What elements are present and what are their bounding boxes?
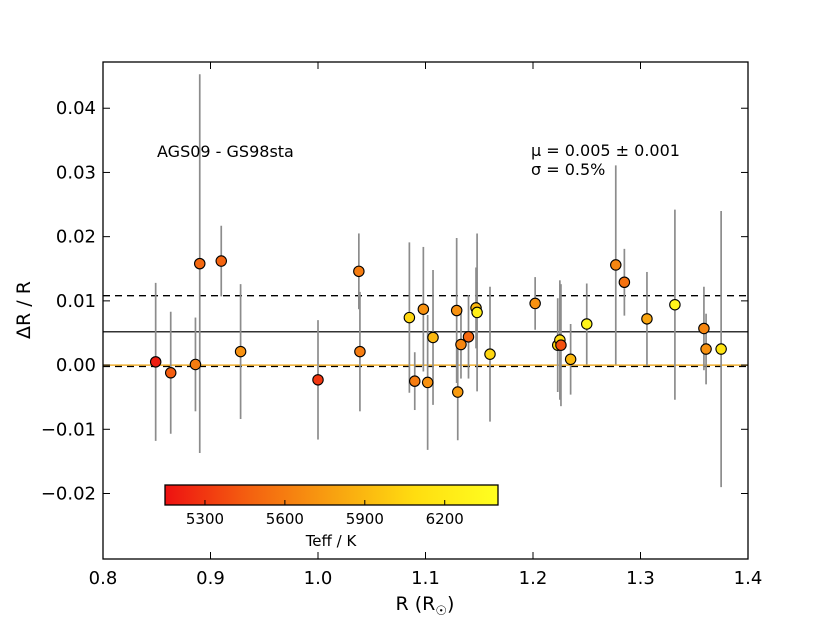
data-point xyxy=(450,304,463,317)
data-point xyxy=(564,353,577,366)
mean-label: μ = 0.005 ± 0.001 xyxy=(531,141,680,160)
y-tick-label: −0.01 xyxy=(41,419,96,440)
x-axis-title-close: ) xyxy=(447,593,454,615)
colorbar: 5300 5600 5900 6200 Teff / K xyxy=(164,484,499,550)
x-tick-label: 1.1 xyxy=(411,568,440,589)
colorbar-tick-label: 5300 xyxy=(186,510,224,528)
data-point xyxy=(641,313,653,325)
y-tick-label: 0.04 xyxy=(56,98,96,119)
data-point xyxy=(698,322,710,335)
y-axis-title: ΔR / R xyxy=(13,281,35,339)
data-point xyxy=(215,255,228,267)
data-point xyxy=(403,311,416,324)
data-point xyxy=(529,297,541,310)
data-point xyxy=(471,306,483,319)
data-point xyxy=(669,298,681,311)
x-tick-label: 1.2 xyxy=(519,568,548,589)
data-point xyxy=(555,339,567,351)
y-tick-label: 0.03 xyxy=(56,162,96,183)
data-point xyxy=(700,343,712,355)
data-point xyxy=(353,265,365,278)
colorbar-tick-label: 6200 xyxy=(426,510,464,528)
y-tick-label: 0.02 xyxy=(56,227,96,248)
x-tick-label: 0.9 xyxy=(196,568,225,589)
data-point xyxy=(455,338,467,351)
data-point xyxy=(610,259,622,271)
data-points xyxy=(149,255,727,398)
data-point xyxy=(234,345,247,358)
colorbar-ticks: 5300 5600 5900 6200 xyxy=(186,500,464,528)
annotation-label: AGS09 - GS98sta xyxy=(157,142,294,161)
data-point xyxy=(451,386,464,398)
x-axis-title-main: R (R xyxy=(396,593,436,615)
colorbar-gradient xyxy=(164,484,499,506)
data-point xyxy=(408,375,421,387)
y-axis: −0.02 −0.01 0.00 0.01 0.02 0.03 0.04 xyxy=(41,98,748,505)
data-point xyxy=(354,345,366,358)
data-point xyxy=(149,356,162,368)
data-point xyxy=(417,303,430,315)
data-point xyxy=(580,318,593,330)
data-point xyxy=(427,331,439,344)
data-point xyxy=(618,276,631,288)
x-axis-title: R (R☉) xyxy=(396,593,455,619)
colorbar-tick-label: 5900 xyxy=(346,510,384,528)
data-point xyxy=(421,376,434,389)
y-tick-label: 0.00 xyxy=(56,355,96,376)
data-point xyxy=(189,358,202,371)
y-tick-label: −0.02 xyxy=(41,484,96,505)
colorbar-tick-label: 5600 xyxy=(266,510,304,528)
x-tick-label: 0.8 xyxy=(89,568,118,589)
y-tick-label: 0.01 xyxy=(56,291,96,312)
x-tick-label: 1.0 xyxy=(304,568,333,589)
x-tick-label: 1.3 xyxy=(626,568,655,589)
sigma-label: σ = 0.5% xyxy=(531,160,605,179)
data-point xyxy=(715,343,727,355)
data-point xyxy=(312,374,324,386)
x-axis: 0.8 0.9 1.0 1.1 1.2 1.3 1.4 xyxy=(89,62,763,589)
data-point xyxy=(164,367,177,379)
data-point xyxy=(194,257,206,270)
x-tick-label: 1.4 xyxy=(734,568,763,589)
x-axis-title-sub: ☉ xyxy=(435,604,447,619)
data-point xyxy=(462,331,475,343)
reference-lines xyxy=(103,295,748,368)
data-point xyxy=(484,348,496,360)
colorbar-label: Teff / K xyxy=(305,532,358,550)
